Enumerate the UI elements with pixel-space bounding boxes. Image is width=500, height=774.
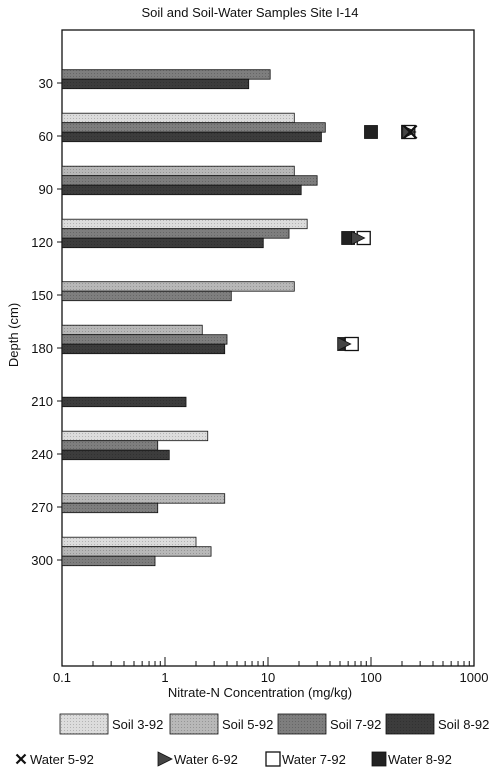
bar-soil-5-92 (61, 324, 203, 336)
x-tick-label: 10 (261, 670, 275, 685)
bar-soil-7-92 (61, 334, 228, 345)
legend-label: Water 6-92 (174, 752, 238, 767)
bar-soil-7-92 (61, 228, 290, 239)
x-tick-label: 100 (360, 670, 382, 685)
bar-soil-8-92 (61, 237, 264, 249)
marker-water-8-92 (364, 125, 378, 139)
legend-label: Soil 8-92 (438, 717, 489, 732)
bar-soil-8-92 (61, 396, 187, 408)
legend-label: Soil 7-92 (330, 717, 381, 732)
bar-soil-8-92 (61, 78, 250, 90)
legend-marker (15, 753, 27, 765)
y-tick-label: 270 (31, 500, 53, 515)
bar-soil-8-92 (61, 449, 170, 461)
bar-soil-7-92 (61, 502, 159, 514)
legend-label: Water 7-92 (282, 752, 346, 767)
legend-marker (157, 751, 173, 767)
marker-water-6-92 (337, 336, 352, 352)
y-tick-label: 60 (39, 129, 53, 144)
bar-soil-5-92 (61, 165, 295, 177)
legend-swatch-texture (170, 714, 218, 734)
bar-layer (61, 69, 326, 567)
bar-soil-7-92 (61, 290, 232, 302)
bar-soil-3-92 (61, 430, 209, 442)
bar-soil-7-92 (61, 69, 271, 80)
bar-soil-7-92 (61, 175, 318, 186)
bar-soil-3-92 (61, 112, 295, 124)
bar-soil-7-92 (61, 122, 326, 133)
bar-soil-5-92 (61, 546, 212, 557)
bar-soil-8-92 (61, 343, 226, 355)
marker-layer (337, 124, 418, 352)
legend-swatch-texture (386, 714, 434, 734)
y-tick-label: 120 (31, 235, 53, 250)
legend-label: Soil 5-92 (222, 717, 273, 732)
x-tick-label: 1 (161, 670, 168, 685)
bar-soil-3-92 (61, 536, 197, 548)
y-axis: 30 60 90 120 150 180 210 240 270 300 (31, 76, 62, 568)
y-axis-label: Depth (cm) (6, 303, 21, 367)
bar-soil-5-92 (61, 281, 295, 292)
y-tick-label: 210 (31, 394, 53, 409)
legend-swatch-texture (278, 714, 326, 734)
marker-water-5-92 (402, 124, 418, 140)
x-axis-label: Nitrate-N Concentration (mg/kg) (168, 685, 352, 700)
legend-swatch-texture (60, 714, 108, 734)
bar-soil-8-92 (61, 184, 302, 196)
legend: Soil 3-92 Soil 5-92 Soil 7-92 Soil 8-92 Wate… (15, 713, 489, 767)
y-tick-label: 180 (31, 341, 53, 356)
x-axis: 0.1 1 10 100 1000 (53, 657, 489, 685)
y-tick-label: 240 (31, 447, 53, 462)
y-tick-label: 30 (39, 76, 53, 91)
chart-title: Soil and Soil-Water Samples Site I-14 (141, 5, 358, 20)
y-tick-label: 300 (31, 553, 53, 568)
legend-marker (265, 751, 281, 767)
legend-label: Soil 3-92 (112, 717, 163, 732)
bar-soil-7-92 (61, 440, 159, 451)
bar-soil-3-92 (61, 218, 308, 230)
marker-water-6-92 (351, 230, 366, 246)
y-tick-label: 90 (39, 182, 53, 197)
legend-label: Water 5-92 (30, 752, 94, 767)
legend-label: Water 8-92 (388, 752, 452, 767)
x-tick-label: 0.1 (53, 670, 71, 685)
bar-soil-8-92 (61, 131, 322, 143)
bar-soil-7-92 (61, 555, 156, 567)
legend-marker (371, 751, 387, 767)
bar-soil-5-92 (61, 493, 226, 504)
x-tick-label: 1000 (460, 670, 489, 685)
y-tick-label: 150 (31, 288, 53, 303)
